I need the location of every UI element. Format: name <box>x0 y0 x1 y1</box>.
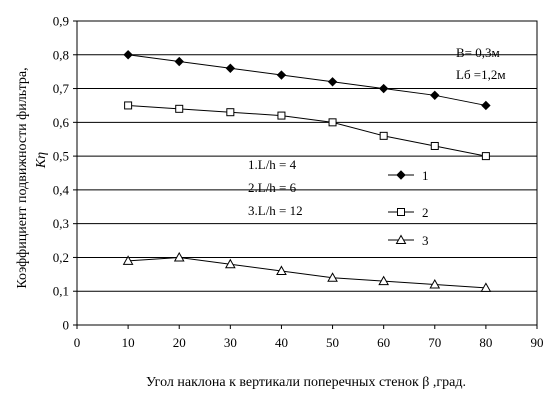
y-axis-title: Коэффициент подвижности фильтра, <box>15 67 30 288</box>
data-point-series-2 <box>379 131 388 140</box>
data-point-series-3 <box>122 255 134 265</box>
x-axis-title: Угол наклона к вертикали поперечных стен… <box>146 375 466 390</box>
x-tick-label: 80 <box>479 335 492 350</box>
data-point-series-3 <box>480 282 492 292</box>
x-tick-label: 30 <box>224 335 237 350</box>
legend-label-1: 1 <box>422 168 429 183</box>
data-point-series-3 <box>327 272 338 282</box>
y-tick-label: 0 <box>63 318 70 333</box>
y-tick-label: 0,2 <box>53 250 69 265</box>
y-tick-label: 0,1 <box>53 284 69 299</box>
case-3: 3.L/h = 12 <box>248 203 303 218</box>
legend: 1 2 3 <box>388 168 429 248</box>
series-line-3 <box>128 256 486 289</box>
data-point-series-1 <box>481 100 491 111</box>
x-tick-label: 20 <box>173 335 186 350</box>
data-point-series-3 <box>224 258 236 269</box>
data-point-series-1 <box>225 63 236 73</box>
case-1: 1.L/h = 4 <box>248 157 297 172</box>
y-tick-label: 0,6 <box>53 115 70 130</box>
case-2: 2.L/h = 6 <box>248 180 297 195</box>
annotations: B= 0,3м Lб =1,2м 1.L/h = 4 2.L/h = 6 3.L… <box>248 45 506 218</box>
data-point-series-2 <box>328 118 337 127</box>
legend-label-3: 3 <box>422 233 429 248</box>
grid-lines <box>77 54 537 292</box>
series-line-2 <box>128 104 486 157</box>
data-point-series-2 <box>430 141 439 150</box>
data-point-series-1 <box>123 50 133 60</box>
legend-marker-1 <box>396 170 406 180</box>
x-tick-label: 60 <box>377 335 390 350</box>
data-point-series-2 <box>226 108 235 117</box>
data-point-series-1 <box>174 56 184 67</box>
y-tick-label: 0,5 <box>53 149 69 164</box>
legend-marker-3 <box>395 234 407 244</box>
x-tick-label: 40 <box>275 335 288 350</box>
x-tick-label: 50 <box>326 335 339 350</box>
data-point-series-2 <box>277 111 286 120</box>
data-point-series-1 <box>378 83 389 94</box>
y-tick-label: 0,9 <box>53 14 69 29</box>
y-tick-label: 0,3 <box>53 216 69 231</box>
data-point-series-2 <box>175 104 184 113</box>
param-b: B= 0,3м <box>456 45 500 60</box>
data-point-series-3 <box>429 278 441 289</box>
series-line-1 <box>128 54 486 106</box>
param-lb: Lб =1,2м <box>456 67 506 82</box>
legend-marker-2 <box>397 208 405 216</box>
x-tick-label: 0 <box>74 335 81 350</box>
plot-frame <box>76 20 538 326</box>
x-tick-label: 10 <box>122 335 135 350</box>
axis-ticks: 0 0,1 0,2 0,3 0,4 0,5 0,6 0,7 0,8 0,9 0 10 20 30 40 50 6… <box>53 14 544 351</box>
y-tick-label: 0,8 <box>53 47 69 62</box>
data-point-series-2 <box>481 152 490 161</box>
x-tick-label: 90 <box>531 335 544 350</box>
series-group <box>122 50 492 292</box>
y-axis-title-symbol: Кη <box>34 152 49 169</box>
data-point-series-3 <box>173 251 185 262</box>
data-point-series-3 <box>276 265 287 275</box>
y-tick-label: 0,4 <box>53 182 70 197</box>
data-point-series-2 <box>124 101 133 110</box>
y-tick-label: 0,7 <box>53 81 70 96</box>
legend-label-2: 2 <box>422 205 429 220</box>
x-tick-label: 70 <box>428 335 441 350</box>
data-point-series-3 <box>378 275 390 286</box>
data-point-series-1 <box>276 70 287 80</box>
data-point-series-1 <box>430 90 440 101</box>
data-point-series-1 <box>327 77 338 87</box>
